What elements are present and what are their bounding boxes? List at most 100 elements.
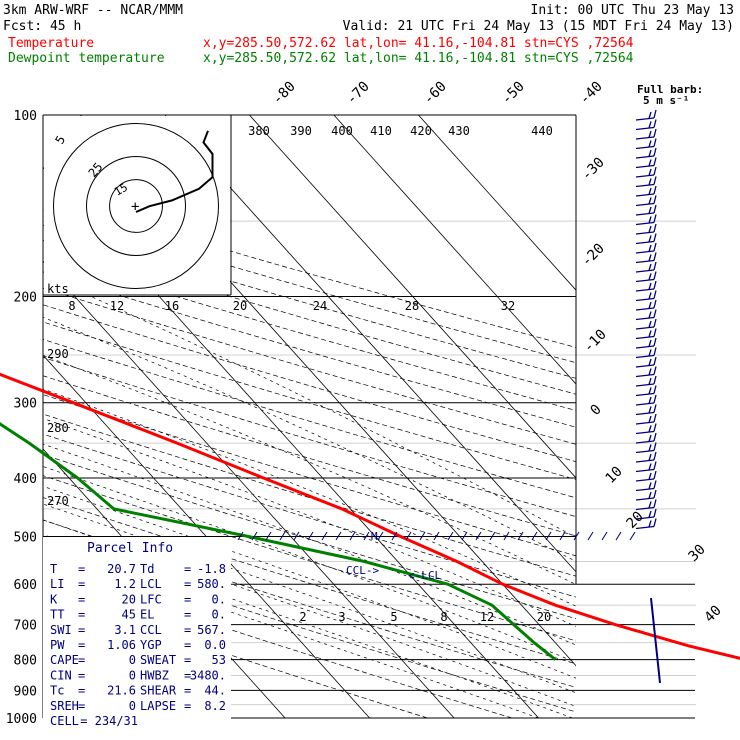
- wind-barb: [635, 176, 657, 188]
- barb-flag: [648, 358, 652, 366]
- level-tick: [629, 531, 636, 541]
- level-tick: [293, 531, 300, 541]
- isotherm: [333, 115, 576, 385]
- barb-flag: [653, 157, 657, 166]
- isotherm-label: -50: [499, 79, 528, 108]
- level-tick: [237, 531, 244, 541]
- barb-flag: [648, 187, 652, 195]
- hodograph-speed-label: 8: [68, 299, 75, 313]
- parcel-label: CIN: [50, 668, 72, 682]
- barb-flag: [653, 138, 657, 147]
- hodograph-ring-label: 15: [112, 181, 130, 199]
- pressure-tick-label: 400: [14, 472, 37, 487]
- wind-barb: [635, 271, 657, 283]
- parcel-equals: =: [184, 623, 191, 637]
- barb-flag: [648, 453, 652, 461]
- dewpoint-legend: Dewpoint temperature: [8, 51, 165, 66]
- barb-flag: [648, 510, 652, 518]
- wind-barb: [635, 423, 657, 435]
- wind-barb: [635, 299, 657, 311]
- barb-flag: [653, 499, 657, 508]
- isotherm-label: -60: [421, 79, 450, 108]
- dry-adiabat: [43, 255, 576, 411]
- barb-flag: [648, 520, 652, 528]
- barb-flag: [653, 366, 657, 375]
- hodograph-units: kts: [47, 282, 69, 296]
- theta-label: 280: [47, 421, 69, 435]
- barb-flag: [648, 292, 652, 300]
- wind-barb: [635, 166, 657, 178]
- barb-flag: [648, 320, 652, 328]
- wind-barb: [635, 128, 657, 140]
- parcel-equals: =: [184, 562, 191, 576]
- wind-barb: [635, 214, 657, 226]
- barb-flag: [653, 185, 657, 195]
- theta-label: 440: [531, 124, 553, 138]
- mixing-ratio-label: 3: [338, 610, 345, 624]
- parcel-equals: =: [184, 653, 191, 667]
- barb-shaft: [635, 145, 655, 150]
- level-tick: [265, 531, 272, 541]
- barb-flag: [648, 206, 652, 214]
- barb-shaft: [635, 430, 655, 435]
- barb-shaft: [635, 478, 655, 482]
- level-tick: [587, 531, 594, 541]
- hodograph-bg: [44, 116, 230, 295]
- moist-adiabat: [43, 316, 576, 562]
- barb-flag: [648, 491, 652, 499]
- temperature-line: [0, 372, 740, 660]
- init-time: Init: 00 UTC Thu 23 May 13: [531, 3, 735, 18]
- wind-barb: [635, 290, 657, 302]
- barb-shaft: [635, 164, 655, 169]
- barb-flag: [648, 415, 652, 423]
- barb-shaft: [635, 326, 655, 330]
- parcel-equals: =: [184, 577, 191, 591]
- barb-shaft: [635, 307, 655, 311]
- barb-flag: [648, 339, 652, 347]
- isotherm: [43, 260, 455, 718]
- mixing-ratio-label: 5: [390, 610, 397, 624]
- parcel-equals: =: [184, 668, 191, 682]
- barb-shaft: [635, 440, 655, 444]
- wind-barb: [635, 185, 657, 197]
- isotherm-label: -20: [579, 241, 608, 270]
- hodograph-speed-label: 24: [313, 299, 327, 313]
- wind-barb: [635, 375, 657, 387]
- mixing-ratio-label: 12: [480, 610, 494, 624]
- wind-barbs: [237, 109, 661, 684]
- level-tick: [615, 531, 622, 541]
- barb-flag: [653, 508, 657, 518]
- barb-shaft: [635, 421, 655, 425]
- barb-shaft: [635, 506, 655, 511]
- wind-barb: [635, 309, 657, 321]
- barb-flag: [648, 121, 652, 129]
- barb-flag: [648, 501, 652, 509]
- barb-flag: [648, 472, 652, 480]
- parcel-value: = 234/31: [80, 714, 138, 728]
- barb-shaft: [635, 183, 655, 188]
- parcel-label: T: [50, 562, 57, 576]
- forecast-hour: Fcst: 45 h: [3, 19, 81, 34]
- barb-shaft: [635, 136, 655, 140]
- barb-flag: [653, 470, 657, 480]
- parcel-label: EL: [140, 608, 154, 622]
- level-tick: [447, 531, 454, 541]
- valid-time: Valid: 21 UTC Fri 24 May 13 (15 MDT Fri …: [343, 19, 734, 34]
- parcel-value: 21.6: [107, 684, 136, 698]
- dry-adiabat: [43, 566, 513, 718]
- isotherm-label: -70: [344, 79, 373, 108]
- level-tick: [251, 531, 258, 541]
- barb-shaft: [635, 250, 655, 254]
- barb-shaft: [635, 468, 655, 473]
- theta-label: 430: [448, 124, 470, 138]
- level-tick: [461, 531, 468, 541]
- low-level-barbs: [650, 597, 661, 684]
- wind-barb: [635, 413, 657, 425]
- parcel-label: HWBZ: [140, 668, 169, 682]
- wind-barb: [635, 508, 657, 520]
- wind-barb: [635, 337, 657, 349]
- barb-flag: [653, 252, 657, 261]
- barb-shaft: [635, 193, 655, 197]
- parcel-info-panel: Parcel Info T = 20.7 Td = -1.8 LI = 1.2 LCL = 580. K…: [43, 537, 231, 732]
- barb-flag: [653, 451, 657, 461]
